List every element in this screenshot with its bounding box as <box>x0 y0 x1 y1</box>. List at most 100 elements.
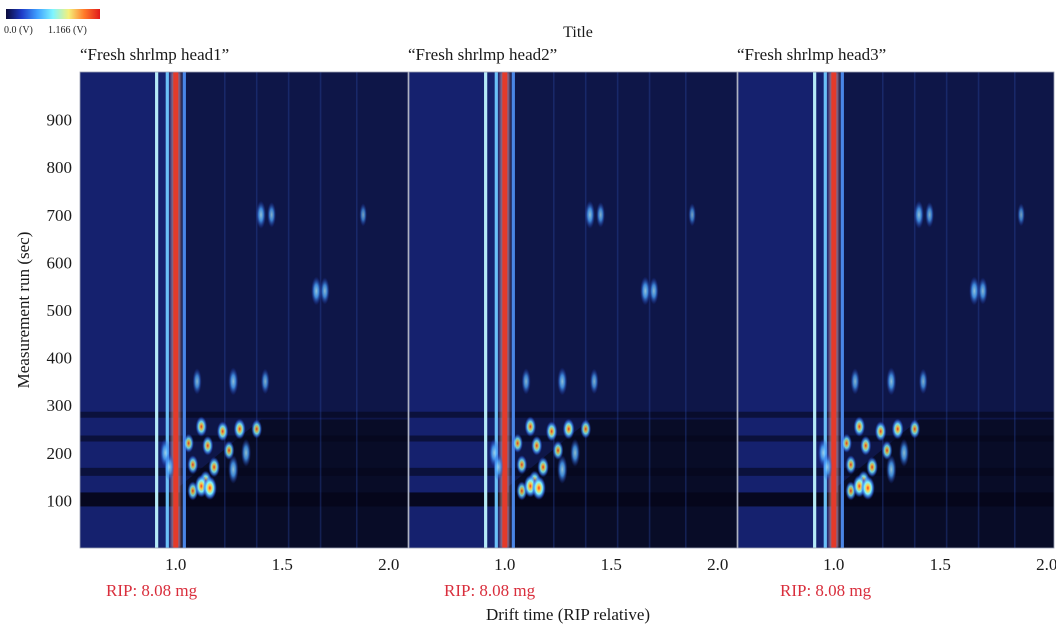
x-tick-label: 2.0 <box>707 555 728 574</box>
signal-spot <box>845 455 857 475</box>
rip-annotation-1: RIP: 8.08 mg <box>106 581 198 600</box>
colorbar-min-label: 0.0 (V) <box>4 25 33 36</box>
colorbar-strip <box>6 9 100 19</box>
y-axis-label: Measurement run (sec) <box>14 232 33 389</box>
dark-band <box>409 492 737 507</box>
lower-dark-region <box>179 419 408 548</box>
signal-spot <box>202 435 214 456</box>
signal-spot <box>570 438 581 467</box>
signal-spot <box>1017 203 1025 227</box>
signal-spot <box>311 276 322 306</box>
faint-streak <box>319 72 322 548</box>
signal-spot <box>891 418 904 440</box>
faint-streak <box>977 72 980 548</box>
faint-streak <box>552 72 555 548</box>
panel-title-2: “Fresh shrlmp head2” <box>408 45 557 64</box>
colorbar-max-label: 1.166 (V) <box>48 25 87 36</box>
signal-spot <box>183 433 194 453</box>
colorbar: 0.0 (V) 1.166 (V) <box>4 9 100 36</box>
signal-spot <box>918 368 928 395</box>
dark-band <box>738 492 1054 507</box>
faint-streak <box>913 72 916 548</box>
reactant-ion-peak <box>831 72 837 548</box>
y-tick-label: 400 <box>47 349 73 368</box>
faint-streak <box>881 72 884 548</box>
x-tick-label: 1.5 <box>930 555 951 574</box>
signal-spot <box>562 418 575 440</box>
signal-spot <box>251 419 263 439</box>
vertical-trace <box>494 72 498 548</box>
vertical-trace <box>823 72 827 548</box>
panel-border <box>79 71 409 549</box>
y-axis: 100 200 300 400 500 600 700 800 900 <box>47 111 73 511</box>
signal-spot <box>537 456 549 478</box>
signal-spot <box>228 455 239 484</box>
signal-spot <box>493 453 504 482</box>
y-tick-label: 500 <box>47 301 73 320</box>
x-tick-label: 1.5 <box>601 555 622 574</box>
signal-spot <box>909 419 921 439</box>
signal-spot <box>860 435 872 456</box>
signal-spot <box>192 368 202 395</box>
signal-spot <box>241 438 252 467</box>
signal-spot <box>866 456 878 478</box>
signal-spot <box>233 418 246 440</box>
vertical-trace <box>182 72 186 548</box>
x-axes: 1.0 1.5 2.0 1.0 1.5 2.0 1.0 1.5 2.0 <box>165 555 1056 574</box>
signal-spot <box>841 433 852 453</box>
signal-spot <box>899 438 910 467</box>
x-tick-label: 2.0 <box>378 555 399 574</box>
dark-band <box>80 467 408 476</box>
rip-annotation-3: RIP: 8.08 mg <box>780 581 872 600</box>
panel-1-plot-area <box>80 72 408 548</box>
x-tick-label: 1.0 <box>823 555 844 574</box>
x-tick-label: 2.0 <box>1036 555 1056 574</box>
faint-streak <box>648 72 651 548</box>
vertical-trace <box>840 72 844 548</box>
signal-spot <box>640 276 651 306</box>
faint-streak <box>584 72 587 548</box>
signal-spot <box>216 421 229 442</box>
signal-spot <box>552 440 564 461</box>
dark-band <box>80 492 408 507</box>
signal-spot <box>320 277 330 305</box>
dark-band <box>738 411 1054 418</box>
signal-spot <box>853 416 866 437</box>
dark-band <box>409 467 737 476</box>
signal-spot <box>688 203 696 227</box>
signal-spot <box>584 200 595 229</box>
faint-streak <box>287 72 290 548</box>
y-tick-label: 600 <box>47 253 73 272</box>
faint-streak <box>1013 72 1016 548</box>
vertical-trace <box>165 72 169 548</box>
signal-spot <box>969 276 980 306</box>
vertical-trace <box>155 72 159 548</box>
signal-spot <box>822 453 833 482</box>
dark-band <box>80 435 408 442</box>
signal-spot <box>187 455 199 475</box>
signal-spot <box>512 433 523 453</box>
heatmap-panel-2 <box>408 71 738 549</box>
y-tick-label: 800 <box>47 158 73 177</box>
lower-dark-region <box>508 419 737 548</box>
dark-band <box>409 435 737 442</box>
panel-3-plot-area <box>738 72 1054 548</box>
signal-spot <box>881 440 893 461</box>
x-tick-label: 1.0 <box>165 555 186 574</box>
signal-spot <box>359 203 367 227</box>
signal-spot <box>860 476 875 501</box>
panel-2-plot-area <box>409 72 737 548</box>
rip-annotation-2: RIP: 8.08 mg <box>444 581 536 600</box>
y-tick-label: 900 <box>47 111 73 130</box>
dark-band <box>409 411 737 418</box>
y-tick-label: 100 <box>47 491 73 510</box>
x-tick-label: 1.0 <box>494 555 515 574</box>
heatmap-panel-1 <box>79 71 409 549</box>
signal-spot <box>649 277 659 305</box>
signal-spot <box>545 421 558 442</box>
y-tick-label: 700 <box>47 206 73 225</box>
y-tick-label: 200 <box>47 444 73 463</box>
panel-border <box>408 71 738 549</box>
signal-spot <box>531 435 543 456</box>
